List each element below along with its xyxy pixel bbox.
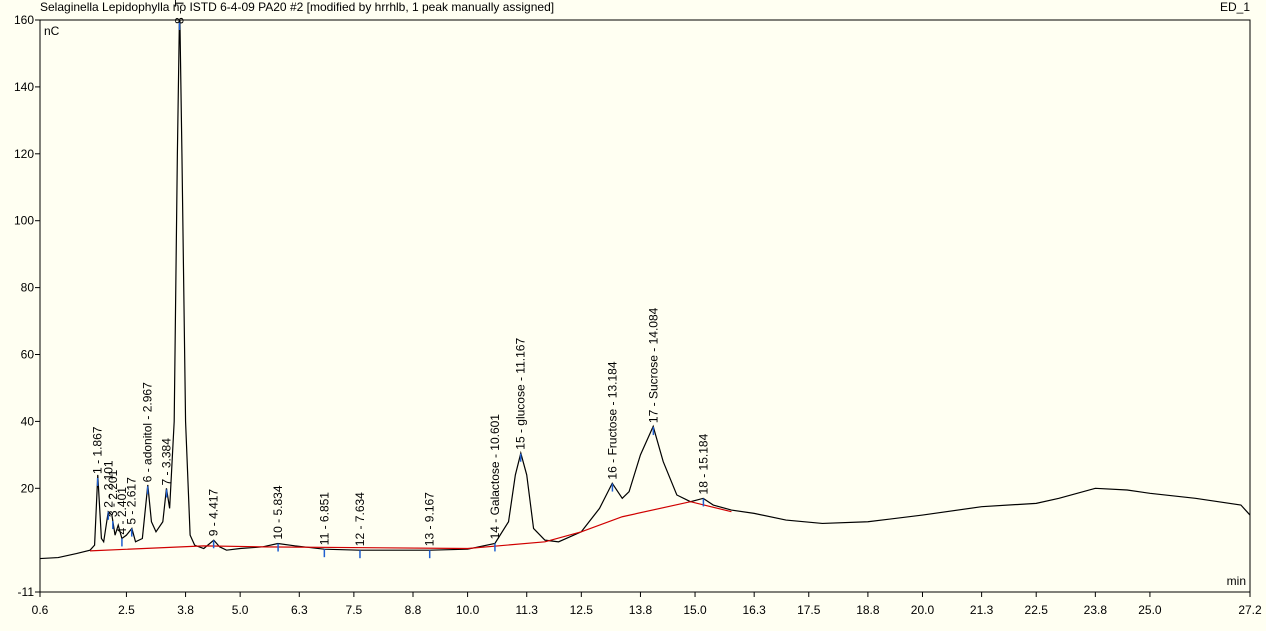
plot-area	[40, 20, 1250, 560]
trace	[90, 501, 732, 552]
peak-label: 18 - 15.184	[696, 433, 710, 494]
peak-label: 7 - 3.384	[160, 438, 174, 486]
peak-label: 4 - 2.401	[115, 487, 129, 535]
peak-label: 5 - 2.617	[125, 477, 139, 525]
y-tick-label: 120	[14, 147, 34, 161]
x-axis-label: min	[1227, 574, 1246, 588]
peak-label: 11 - 6.851	[317, 492, 331, 545]
x-tick-label: 18.8	[856, 603, 880, 617]
y-tick-label: 60	[21, 348, 35, 362]
y-tick-label: -11	[18, 585, 35, 599]
x-tick-label: 13.8	[629, 603, 653, 617]
y-tick-label: 100	[14, 214, 34, 228]
x-tick-label: 8.8	[405, 603, 422, 617]
peak-label: 16 - Fructose - 13.184	[605, 361, 619, 479]
x-tick-label: 25.0	[1138, 603, 1162, 617]
peak-label: 3 - 2.201	[106, 469, 120, 517]
peak-label: 1 - 1.867	[91, 426, 105, 474]
x-tick-label: 3.8	[177, 603, 194, 617]
x-tick-label: 27.2	[1238, 603, 1262, 617]
x-tick-label: 0.6	[32, 603, 49, 617]
x-tick-label: 7.5	[346, 603, 363, 617]
y-tick-label: 160	[14, 13, 34, 27]
x-tick-label: 6.3	[291, 603, 308, 617]
trace	[40, 20, 1250, 560]
peak-label: 2 - 2.101	[101, 460, 115, 508]
x-tick-label: 17.5	[797, 603, 821, 617]
x-tick-label: 23.8	[1084, 603, 1108, 617]
plot-frame	[39, 19, 1251, 593]
x-tick-label: 11.3	[515, 603, 538, 617]
chart-title: Selaginella Lepidophylla no ISTD 6-4-09 …	[40, 0, 554, 14]
x-tick-label: 5.0	[232, 603, 249, 617]
peak-label: 15 - glucose - 11.167	[514, 338, 528, 450]
x-tick-label: 12.5	[570, 603, 594, 617]
y-tick-label: 80	[21, 281, 35, 295]
x-tick-label: 21.3	[970, 603, 994, 617]
peak-label: 13 - 9.167	[423, 492, 437, 546]
y-tick-label: 20	[21, 481, 35, 495]
y-axis-label: nC	[44, 24, 60, 38]
peak-label: 9 - 4.417	[207, 489, 221, 537]
channel-label: ED_1	[1220, 0, 1250, 14]
x-tick-label: 22.5	[1025, 603, 1049, 617]
x-tick-label: 16.3	[742, 603, 766, 617]
peak-label: 14 - Galactose - 10.601	[488, 414, 502, 540]
peak-label: 17 - Sucrose - 14.084	[646, 307, 660, 423]
peak-label: 6 - adonitol - 2.967	[141, 382, 155, 482]
x-tick-label: 15.0	[683, 603, 707, 617]
peak-label: 10 - 5.834	[271, 485, 285, 539]
peak-label: 8 - Trehalose - 3.667	[173, 0, 187, 24]
y-tick-label: 40	[21, 414, 35, 428]
y-tick-label: 140	[14, 80, 34, 94]
x-tick-label: 20.0	[911, 603, 935, 617]
x-tick-label: 2.5	[118, 603, 135, 617]
x-tick-label: 10.0	[456, 603, 480, 617]
peak-label: 12 - 7.634	[353, 492, 367, 546]
